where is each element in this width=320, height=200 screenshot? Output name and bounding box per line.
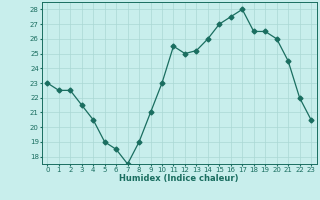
- X-axis label: Humidex (Indice chaleur): Humidex (Indice chaleur): [119, 174, 239, 183]
